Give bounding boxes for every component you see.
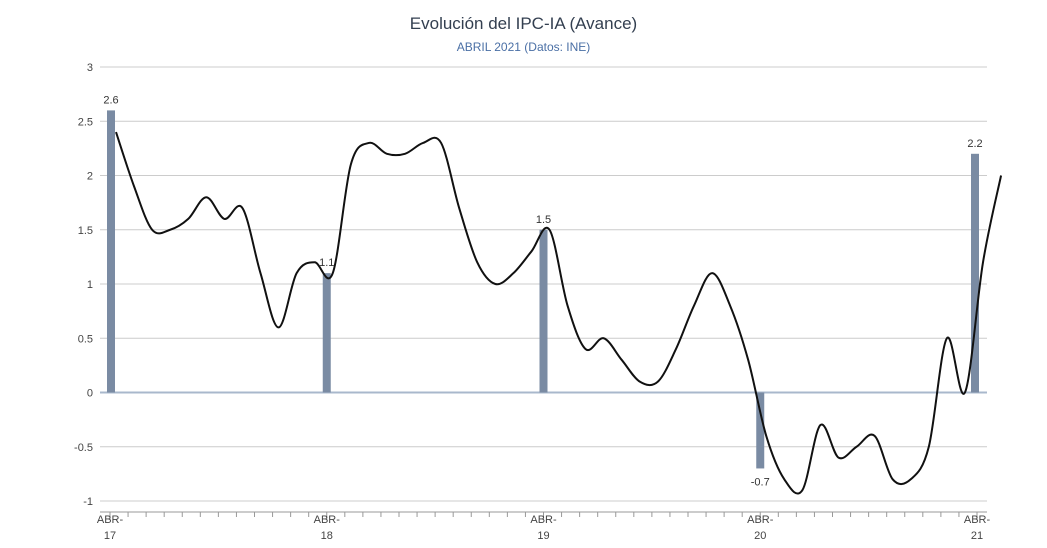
y-tick-label: 0: [87, 388, 93, 400]
bar-data-label: 2.2: [967, 138, 982, 150]
y-tick-label: 1: [87, 279, 93, 291]
chart-title: Evolución del IPC-IA (Avance): [409, 14, 638, 33]
x-tick-label: ABR-: [97, 514, 124, 526]
x-axis: ABR- 17 ABR- 18 ABR- 19 ABR- 20 ABR- 21: [97, 511, 991, 542]
chart-subtitle: ABRIL 2021 (Datos: INE): [456, 40, 591, 54]
bar-data-label: 1.1: [319, 257, 334, 269]
y-tick-label: 3: [87, 62, 93, 74]
x-tick-label-year: 19: [537, 530, 549, 542]
y-tick-label: 1.5: [78, 225, 93, 237]
bar: [322, 273, 331, 393]
bar: [539, 229, 548, 393]
data-labels: 2.6 1.1 1.5 -0.7 2.2: [103, 94, 982, 488]
bar-data-label: 2.6: [103, 94, 118, 106]
y-tick-label: 2.5: [78, 116, 93, 128]
x-tick-label-year: 20: [754, 530, 766, 542]
x-tick-label: ABR-: [747, 514, 774, 526]
bar: [756, 392, 765, 469]
bar: [971, 153, 979, 393]
bar: [107, 110, 115, 393]
y-axis: 3 2.5 2 1.5 1 0.5 0 -0.5 -1: [74, 62, 93, 508]
bar-series: [107, 110, 979, 469]
x-tick-label: ABR-: [530, 514, 557, 526]
x-tick-label-year: 17: [104, 530, 116, 542]
line-series: [115, 131, 1003, 495]
y-tick-label: 2: [87, 171, 93, 183]
x-tick-label-year: 21: [971, 530, 983, 542]
x-tick-label-year: 18: [321, 530, 333, 542]
x-tick-label: ABR-: [964, 514, 991, 526]
y-tick-label: -0.5: [74, 442, 93, 454]
bar-data-label: -0.7: [751, 476, 770, 488]
line-path: [115, 131, 1003, 495]
y-tick-label: -1: [83, 496, 93, 508]
bar-data-label: 1.5: [536, 214, 551, 226]
x-tick-label: ABR-: [314, 514, 341, 526]
y-tick-label: 0.5: [78, 333, 93, 345]
